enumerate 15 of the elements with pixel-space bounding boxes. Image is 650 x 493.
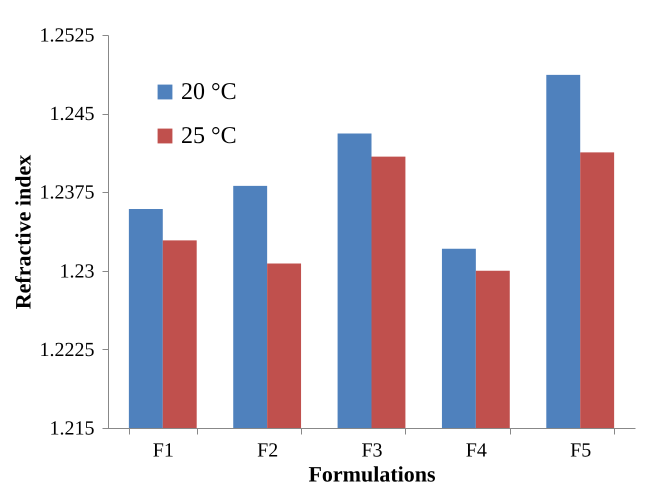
x-tick-label: F1 <box>152 440 174 462</box>
x-tick-label: F4 <box>466 440 487 462</box>
x-axis-title: Formulations <box>308 462 436 486</box>
y-axis-title: Refractive index <box>10 154 36 310</box>
y-tick-label: 1.2525 <box>40 24 94 46</box>
y-tick-label: 1.2225 <box>40 338 94 361</box>
y-tick-label: 1.215 <box>50 418 94 440</box>
y-tick-label: 1.2375 <box>40 182 94 204</box>
y-tick-label: 1.23 <box>60 260 94 282</box>
legend-label: 25 °C <box>181 123 237 149</box>
x-tick-label: F3 <box>361 440 383 462</box>
legend-label: 20 °C <box>181 79 237 105</box>
y-tick-label: 1.245 <box>50 103 94 126</box>
x-tick-label: F2 <box>257 440 278 462</box>
x-tick-label: F5 <box>570 440 592 462</box>
